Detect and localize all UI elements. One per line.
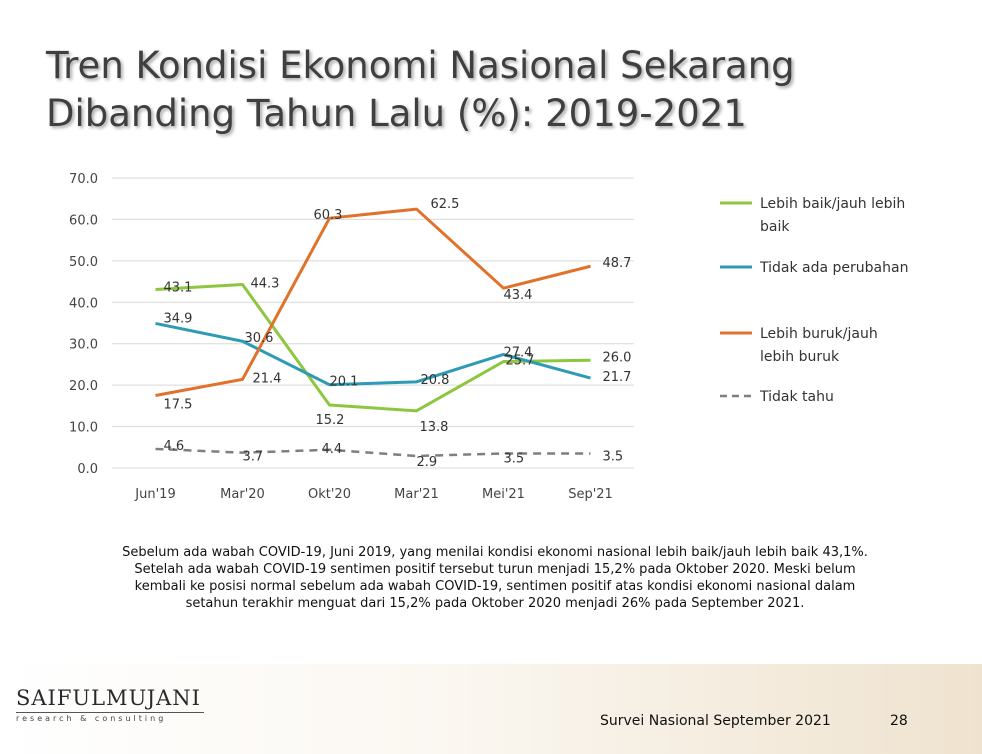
legend-label: Tidak ada perubahan xyxy=(759,260,908,276)
y-tick-label: 70.0 xyxy=(69,172,98,187)
data-label: 21.4 xyxy=(253,371,282,386)
x-tick-label: Jun'19 xyxy=(134,487,175,502)
data-label: 3.5 xyxy=(504,452,525,467)
data-label: 3.5 xyxy=(603,450,624,465)
series-line xyxy=(155,207,591,397)
data-label: 4.6 xyxy=(164,439,185,454)
page-number: 28 xyxy=(890,713,908,729)
legend-label: Lebih buruk/jauh xyxy=(760,326,878,342)
data-label: 43.4 xyxy=(504,288,533,303)
company-logo: SAIFULMUJANI research & consulting xyxy=(16,686,204,723)
data-label: 25.7 xyxy=(506,354,535,369)
footer-survey-label: Survei Nasional September 2021 xyxy=(600,713,831,729)
data-label: 34.9 xyxy=(164,311,193,326)
caption-line: Sebelum ada wabah COVID-19, Juni 2019, y… xyxy=(122,545,868,560)
data-label: 48.7 xyxy=(603,256,632,271)
y-tick-label: 0.0 xyxy=(77,462,98,477)
data-label: 4.4 xyxy=(322,442,343,457)
y-tick-label: 20.0 xyxy=(69,379,98,394)
data-label: 62.5 xyxy=(431,197,460,212)
data-label: 21.7 xyxy=(603,370,632,385)
slide-title: Tren Kondisi Ekonomi Nasional Sekarang D… xyxy=(46,42,926,138)
legend-label: Tidak tahu xyxy=(759,389,834,405)
data-label: 3.7 xyxy=(243,450,264,465)
y-tick-label: 60.0 xyxy=(69,213,98,228)
data-label: 15.2 xyxy=(316,413,345,428)
footer-band xyxy=(0,664,982,754)
x-tick-label: Mei'21 xyxy=(482,487,525,502)
data-label: 30.6 xyxy=(245,331,274,346)
y-tick-label: 50.0 xyxy=(69,255,98,270)
x-tick-label: Mar'21 xyxy=(394,487,439,502)
series-line xyxy=(155,282,591,413)
data-label: 27.4 xyxy=(504,345,533,360)
chart-caption: Sebelum ada wabah COVID-19, Juni 2019, y… xyxy=(60,544,930,612)
data-label: 44.3 xyxy=(251,276,280,291)
data-label: 26.0 xyxy=(603,350,632,365)
caption-line: Setelah ada wabah COVID-19 sentimen posi… xyxy=(134,562,856,577)
x-tick-label: Sep'21 xyxy=(568,487,613,502)
caption-line: setahun terakhir menguat dari 15,2% pada… xyxy=(185,596,805,611)
x-tick-label: Mar'20 xyxy=(220,487,265,502)
legend-label: baik xyxy=(760,219,790,235)
caption-line: kembali ke posisi normal sebelum ada wab… xyxy=(134,579,856,594)
data-label: 2.9 xyxy=(417,455,438,470)
logo-subtitle: research & consulting xyxy=(16,712,204,723)
data-label: 43.1 xyxy=(164,280,193,295)
slide-title-line-2: Dibanding Tahun Lalu (%): 2019-2021 xyxy=(46,92,747,135)
data-label: 17.5 xyxy=(164,398,193,413)
data-label: 20.8 xyxy=(421,373,450,388)
line-chart: 0.0 10.0 20.0 30.0 40.0 50.0 60.0 70.0 Jun'19 Mar… xyxy=(69,172,908,502)
legend-label: lebih buruk xyxy=(760,349,840,365)
y-tick-label: 10.0 xyxy=(69,421,98,436)
y-tick-label: 30.0 xyxy=(69,338,98,353)
data-label: 13.8 xyxy=(420,420,449,435)
legend-label: Lebih baik/jauh lebih xyxy=(760,196,905,212)
logo-name: SAIFULMUJANI xyxy=(16,686,201,710)
y-tick-label: 40.0 xyxy=(69,296,98,311)
slide-title-line-1: Tren Kondisi Ekonomi Nasional Sekarang xyxy=(46,44,795,87)
series-line xyxy=(155,447,591,458)
series-line xyxy=(155,321,591,387)
x-tick-label: Okt'20 xyxy=(308,487,351,502)
data-label: 20.1 xyxy=(330,375,359,390)
data-label: 60.3 xyxy=(314,208,343,223)
